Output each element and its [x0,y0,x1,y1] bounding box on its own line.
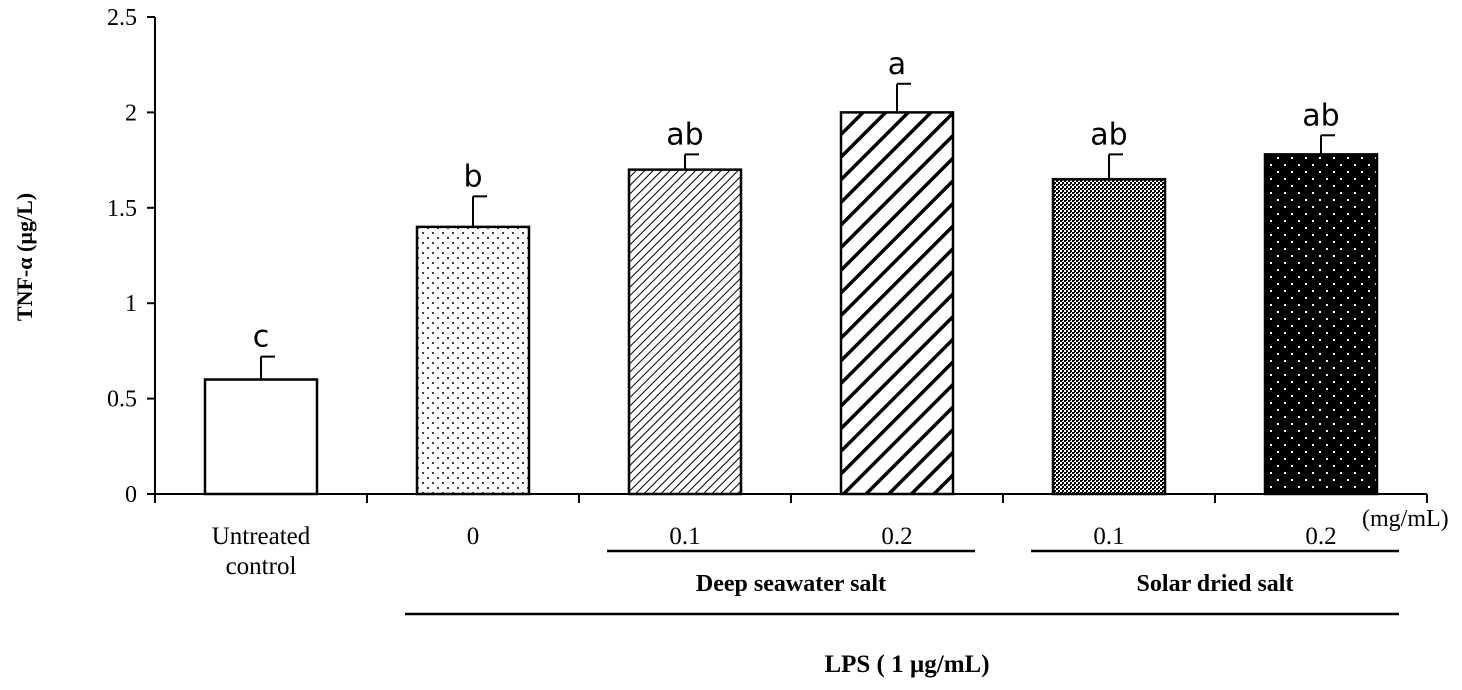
bar [627,168,743,496]
bar [203,378,319,496]
bar [1051,177,1167,496]
y-tick-label: 1.5 [107,196,137,222]
unit-label: (mg/mL) [1362,506,1449,532]
significance-letter: b [463,159,482,194]
bar [839,111,955,496]
bars [203,82,1379,496]
x-tick-label: 0.2 [1305,523,1336,550]
significance-letter: a [888,47,906,82]
bar [1263,153,1379,496]
y-tick-label: 1 [125,291,137,317]
y-tick-label: 0.5 [107,387,137,413]
significance-letter: c [253,320,270,355]
y-tick-label: 2 [125,100,137,126]
x-tick-label: 0.2 [881,523,912,550]
y-tick-label: 2.5 [107,5,137,31]
outer-group-label: LPS ( 1 µg/mL) [824,651,989,678]
labels: c Untreated control b 0 ab 0.1 a 0.2 ab 0.1 ab 0.2 [212,47,1340,580]
bar [415,225,531,496]
x-tick-label: 0 [467,523,480,550]
x-tick-label: 0.1 [1093,523,1124,550]
y-axis-label: TNF-α (µg/L) [12,193,37,321]
y-tick-label: 0 [125,482,137,508]
x-tick-label: 0.1 [669,523,700,550]
significance-letter: ab [1090,117,1127,152]
significance-letter: ab [1302,98,1339,133]
group-label: Solar dried salt [1137,571,1294,597]
axes: 0 0.5 1 1.5 2 2.5 [107,5,1428,508]
significance-letter: ab [666,117,703,152]
group-label: Deep seawater salt [696,571,886,597]
x-tick-label: Untreated control [212,523,311,580]
group-brackets: Deep seawater salt Solar dried salt LPS ( … [405,549,1399,678]
